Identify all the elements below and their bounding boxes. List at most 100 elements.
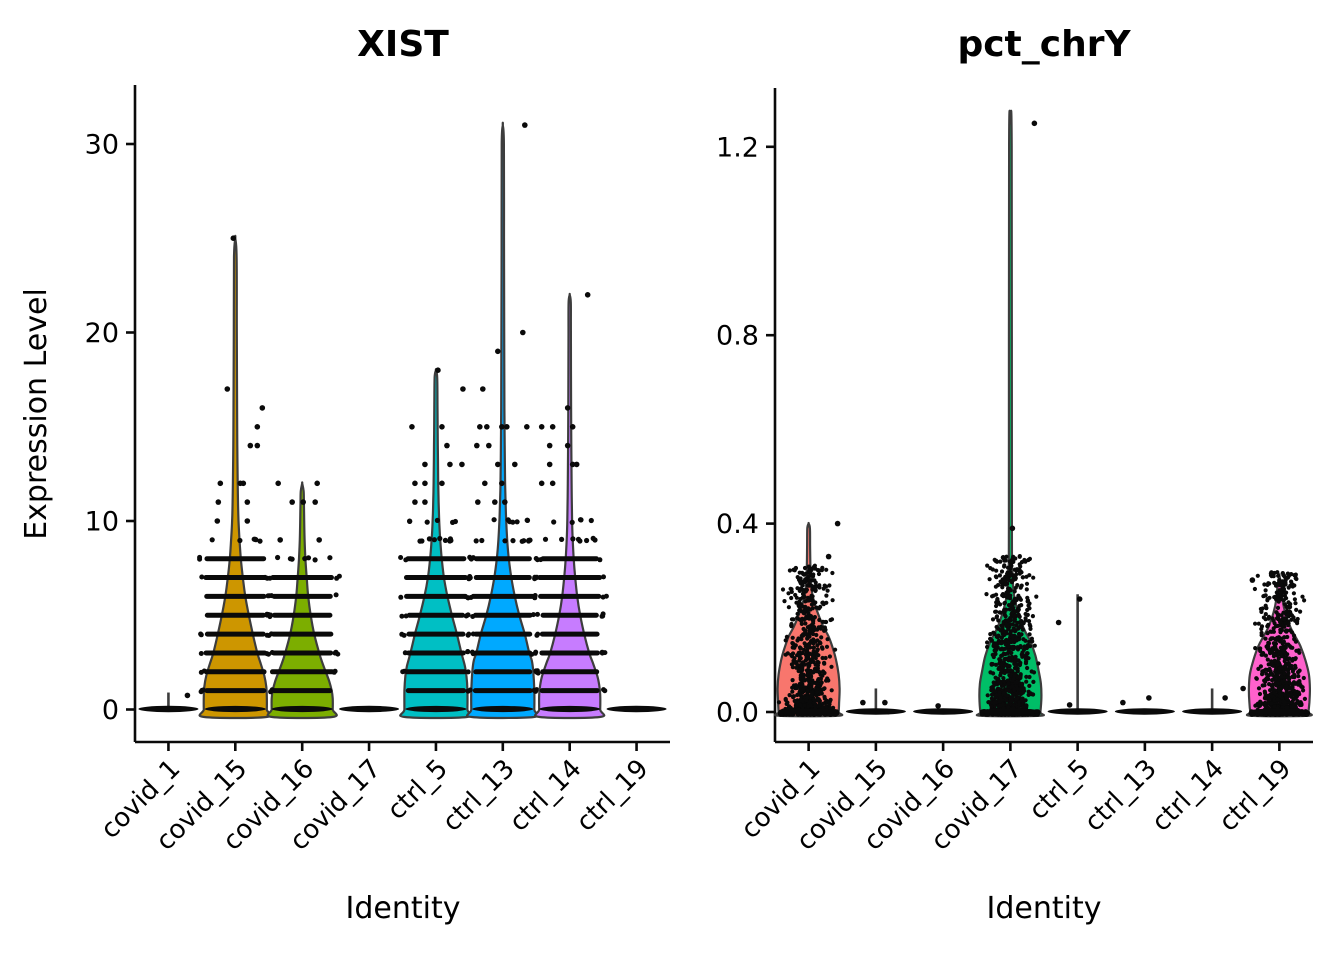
point-cloud-dot: [807, 668, 812, 673]
point-cloud-dot: [1008, 629, 1014, 634]
point-cloud-dot: [821, 669, 826, 674]
point-cloud-dot: [825, 637, 830, 642]
jitter-dot: [448, 537, 454, 544]
jitter-dot: [431, 537, 437, 543]
point-cloud-dot: [789, 587, 794, 592]
point-cloud-dot: [990, 617, 996, 622]
outlier-dot: [538, 424, 545, 430]
point-cloud-dot: [1004, 631, 1009, 636]
point-cloud-dot: [796, 636, 801, 641]
jitter-dot: [491, 517, 497, 523]
outlier-dot: [499, 424, 505, 430]
point-cloud-dot: [985, 644, 990, 650]
point-cloud-dot: [1009, 672, 1014, 677]
flat-violin-covid_1: [138, 705, 199, 713]
outlier-dot: [825, 553, 832, 560]
point-cloud-dot: [819, 680, 824, 685]
outlier-dot: [499, 480, 505, 487]
point-cloud-dot: [1020, 650, 1025, 655]
point-cloud-dot: [821, 586, 826, 591]
jitter-dot: [209, 537, 215, 543]
outlier-dot: [564, 405, 571, 411]
point-cloud-dot: [1286, 611, 1291, 616]
point-cloud-dot: [997, 693, 1002, 698]
outlier-dot: [439, 424, 445, 430]
point-cloud-dot: [1013, 585, 1018, 590]
point-cloud-dot: [993, 642, 998, 647]
outlier-dot: [459, 461, 465, 468]
point-cloud-dot: [792, 645, 797, 650]
jitter-dot: [530, 612, 536, 618]
jitter-dot: [599, 649, 605, 655]
y-tick-label: 10: [85, 507, 119, 538]
point-cloud-dot: [1012, 672, 1018, 678]
point-cloud-dot: [1268, 573, 1274, 578]
point-cloud-dot: [1275, 637, 1280, 642]
point-cloud-dot: [994, 624, 999, 630]
point-cloud-dot: [804, 587, 810, 593]
point-cloud-dot: [1013, 575, 1018, 580]
point-cloud-dot: [815, 643, 820, 648]
outlier-dot: [422, 480, 428, 487]
jitter-dot: [312, 557, 318, 563]
point-cloud-dot: [802, 565, 808, 571]
point-cloud-dot: [1031, 575, 1036, 580]
jitter-dot: [198, 631, 204, 637]
point-cloud-dot: [993, 700, 998, 705]
point-cloud-dot: [1001, 555, 1006, 560]
jitter-dot: [275, 554, 281, 561]
point-cloud-dot: [786, 591, 791, 596]
point-cloud-dot: [985, 693, 990, 698]
point-cloud-dot: [815, 666, 821, 671]
outlier-dot: [254, 442, 261, 449]
point-cloud-dot: [790, 635, 795, 640]
panel-pct-chry-title: pct_chrY: [957, 24, 1131, 65]
jitter-dot: [327, 555, 333, 561]
point-cloud-dot: [989, 704, 994, 709]
point-cloud-dot: [1265, 657, 1270, 662]
point-cloud-dot: [1294, 576, 1299, 582]
point-cloud-dot: [994, 568, 999, 573]
point-cloud-dot: [1262, 582, 1267, 587]
point-cloud-dot: [990, 662, 995, 667]
point-cloud-dot: [1272, 691, 1277, 696]
point-cloud-dot: [1019, 583, 1024, 588]
outlier-dot: [316, 537, 322, 543]
point-cloud-dot: [999, 569, 1005, 574]
point-cloud-dot: [1027, 683, 1032, 689]
point-cloud-dot: [1026, 619, 1032, 624]
point-cloud-dot: [1017, 614, 1022, 619]
outlier-dot: [254, 424, 261, 430]
point-cloud-dot: [1014, 637, 1019, 642]
point-cloud-dot: [997, 657, 1002, 662]
point-cloud-dot: [1302, 598, 1307, 603]
point-cloud-dot: [817, 617, 822, 623]
point-cloud-dot: [1000, 593, 1005, 598]
point-cloud-dot: [1271, 629, 1276, 634]
outlier-dot: [1066, 702, 1073, 708]
jitter-dot: [601, 574, 606, 580]
point-cloud-dot: [1292, 583, 1297, 588]
jitter-dot: [199, 574, 205, 580]
outlier-dot: [549, 480, 556, 487]
point-cloud-dot: [812, 700, 817, 705]
jitter-dot: [198, 651, 204, 656]
outlier-dot: [1076, 596, 1083, 602]
point-cloud-dot: [805, 583, 810, 588]
point-cloud-dot: [1017, 595, 1022, 601]
outlier-dot: [412, 499, 418, 505]
jitter-dot: [534, 669, 540, 675]
point-cloud-dot: [1262, 593, 1267, 599]
point-cloud-dot: [1259, 609, 1264, 615]
point-cloud-dot: [990, 594, 995, 599]
point-cloud-dot: [1285, 671, 1290, 676]
point-cloud-dot: [797, 588, 802, 594]
jitter-dot: [251, 536, 257, 542]
point-cloud-dot: [1293, 663, 1298, 668]
point-cloud-dot: [1284, 684, 1289, 689]
point-cloud-dot: [1015, 668, 1020, 673]
point-cloud-dot: [996, 633, 1001, 638]
point-cloud-dot: [800, 665, 805, 670]
point-cloud-dot: [1271, 651, 1276, 656]
jitter-dot: [527, 537, 533, 543]
